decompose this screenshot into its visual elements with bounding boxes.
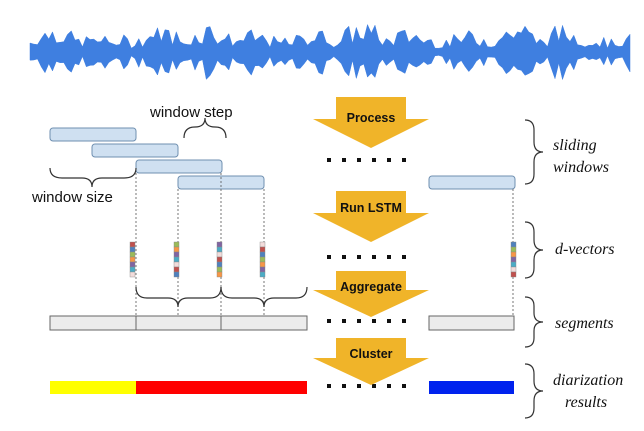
side-label-sliding: sliding	[553, 137, 597, 154]
window-size-brace	[49, 167, 137, 188]
d-vector-3	[216, 241, 223, 278]
side-label-segments: segments	[555, 315, 614, 332]
diarization-results-group	[50, 381, 514, 394]
d-vector-4	[259, 241, 266, 278]
segments-group	[49, 315, 515, 331]
window-box-5	[428, 175, 516, 190]
window-box-1	[49, 127, 137, 142]
d-vector-1	[129, 241, 136, 278]
result-bar-speaker-1	[50, 381, 136, 394]
aggregate-brace-left	[135, 286, 222, 308]
window-box-2	[91, 143, 179, 158]
arrow-shape	[313, 97, 429, 148]
window-box-3	[135, 159, 223, 174]
d-vector-5	[510, 241, 517, 278]
side-label-windows: windows	[553, 159, 609, 176]
step-label-process: Process	[347, 111, 396, 125]
step-arrow-aggregate: Aggregate	[313, 271, 429, 317]
segment-2	[135, 315, 222, 331]
arrow-shape	[313, 271, 429, 317]
arrow-shape	[313, 191, 429, 242]
step-arrow-process: Process	[313, 97, 429, 148]
segment-3	[220, 315, 308, 331]
step-label-aggregate: Aggregate	[340, 280, 402, 294]
side-label-d-vectors: d-vectors	[555, 241, 615, 258]
side-brace-sliding-windows	[524, 119, 544, 185]
window-guide-lines	[135, 173, 514, 316]
window-step-label: window step	[149, 104, 233, 121]
window-size-label: window size	[31, 189, 113, 206]
aggregate-brace-right	[220, 286, 308, 308]
step-label-cluster: Cluster	[349, 347, 392, 361]
sliding-windows-group	[49, 127, 516, 190]
segment-4	[428, 315, 515, 331]
audio-waveform	[29, 23, 631, 81]
step-arrow-cluster: Cluster	[313, 338, 429, 385]
d-vectors-group	[129, 241, 517, 278]
side-brace-d-vectors	[524, 221, 544, 279]
arrow-shape	[313, 338, 429, 385]
side-brace-segments	[524, 296, 544, 348]
side-brace-diarization-results	[524, 363, 544, 419]
segment-1	[49, 315, 137, 331]
side-label-results: results	[565, 394, 607, 411]
ellipsis-dots	[327, 158, 406, 388]
result-bar-speaker-2	[136, 381, 307, 394]
step-label-run-lstm: Run LSTM	[340, 201, 402, 215]
side-label-diarization: diarization	[553, 372, 623, 389]
d-vector-2	[173, 241, 180, 278]
window-step-brace	[183, 117, 227, 139]
step-arrow-run-lstm: Run LSTM	[313, 191, 429, 242]
result-bar-speaker-3	[429, 381, 514, 394]
